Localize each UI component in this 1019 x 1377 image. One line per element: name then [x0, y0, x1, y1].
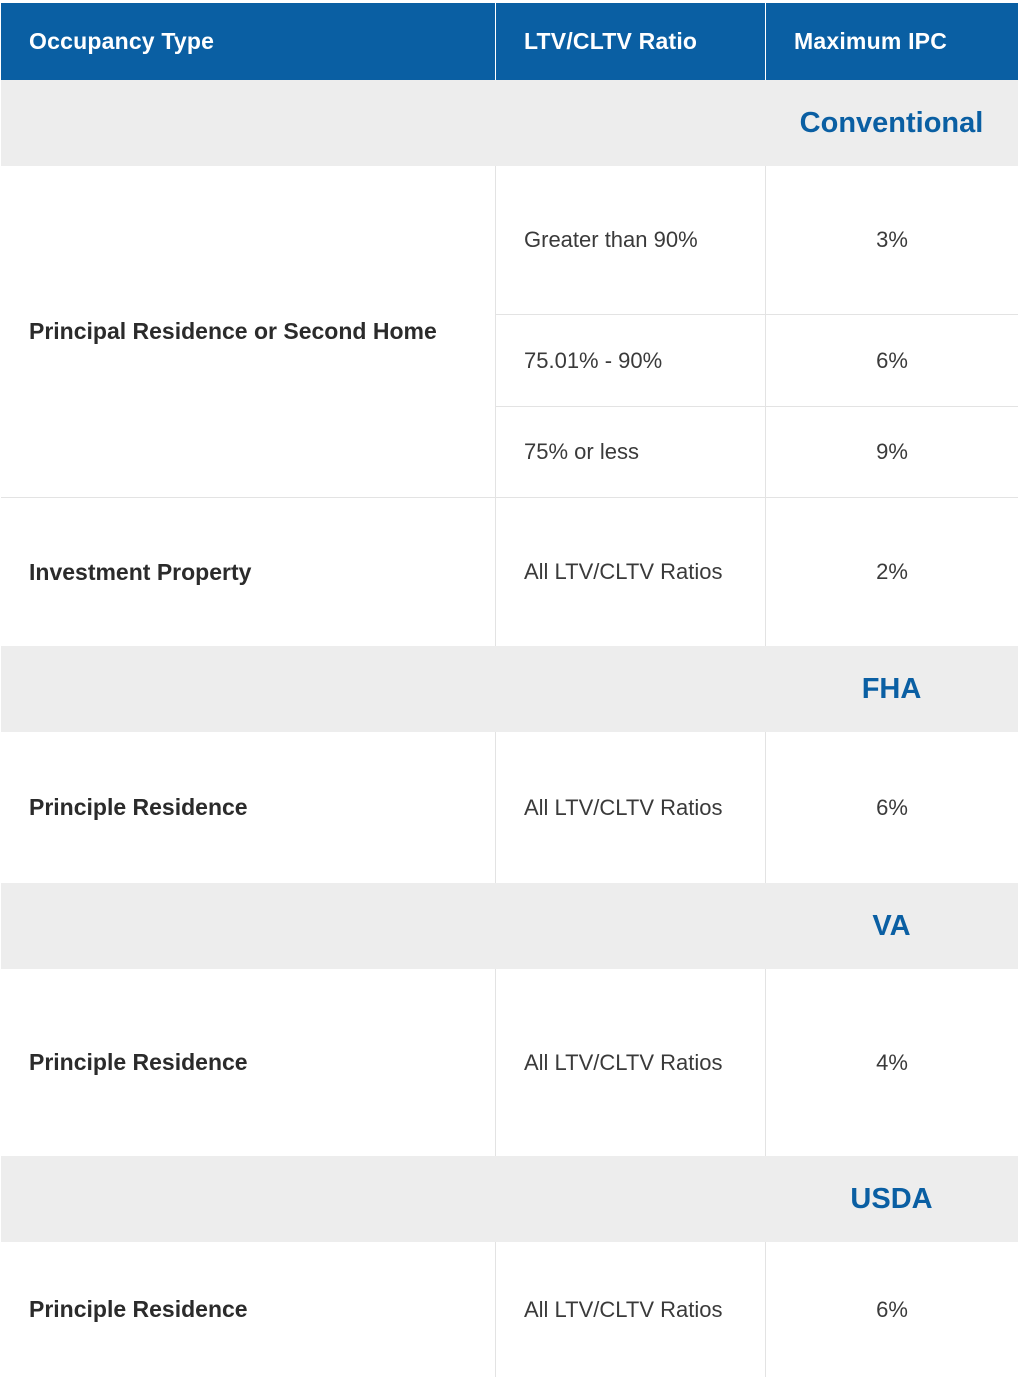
- section-label: VA: [872, 909, 911, 942]
- ipc-cell: 4%: [765, 969, 1018, 1156]
- table-row-usda: Principle Residence All LTV/CLTV Ratios …: [1, 1242, 1018, 1377]
- section-va: VA: [1, 883, 1018, 969]
- ratio-cell: All LTV/CLTV Ratios: [495, 969, 765, 1156]
- section-fha: FHA: [1, 646, 1018, 732]
- ratio-cell: 75.01% - 90%: [495, 315, 765, 406]
- ratio-cell: All LTV/CLTV Ratios: [495, 498, 765, 646]
- ratio-cell: Greater than 90%: [495, 166, 765, 314]
- section-label: FHA: [861, 672, 922, 705]
- table-row-investment-property: Investment Property All LTV/CLTV Ratios …: [1, 498, 1018, 646]
- header-occupancy-type: Occupancy Type: [29, 28, 215, 54]
- section-conventional: Conventional: [1, 80, 1018, 166]
- ratio-cell: All LTV/CLTV Ratios: [495, 1242, 765, 1377]
- ipc-cell: 6%: [765, 732, 1018, 883]
- ipc-cell: 6%: [765, 315, 1018, 406]
- table-row-fha: Principle Residence All LTV/CLTV Ratios …: [1, 732, 1018, 883]
- table-header: Occupancy Type LTV/CLTV Ratio Maximum IP…: [1, 3, 1018, 80]
- occupancy-cell: Principal Residence or Second Home: [29, 318, 437, 344]
- section-label: USDA: [850, 1182, 933, 1215]
- ipc-cell: 9%: [765, 407, 1018, 497]
- ipc-cell: 6%: [765, 1242, 1018, 1377]
- ipc-cell: 2%: [765, 498, 1018, 646]
- ipc-cell: 3%: [765, 166, 1018, 314]
- table-row-va: Principle Residence All LTV/CLTV Ratios …: [1, 969, 1018, 1156]
- occupancy-cell: Principle Residence: [29, 1296, 248, 1322]
- ratio-cell: All LTV/CLTV Ratios: [495, 732, 765, 883]
- header-maximum-ipc: Maximum IPC: [765, 3, 1018, 80]
- section-usda: USDA: [1, 1156, 1018, 1242]
- header-ltv-ratio: LTV/CLTV Ratio: [495, 3, 765, 80]
- table-row-principal-second-home: Principal Residence or Second Home Great…: [1, 166, 1018, 498]
- tier-row: Greater than 90% 3%: [495, 166, 1018, 314]
- section-label: Conventional: [799, 106, 984, 139]
- occupancy-cell: Investment Property: [29, 558, 252, 585]
- tier-row: 75% or less 9%: [495, 406, 1018, 497]
- tier-row: 75.01% - 90% 6%: [495, 314, 1018, 406]
- occupancy-cell: Principle Residence: [29, 1049, 248, 1075]
- occupancy-cell: Principle Residence: [29, 794, 248, 820]
- ratio-cell: 75% or less: [495, 407, 765, 497]
